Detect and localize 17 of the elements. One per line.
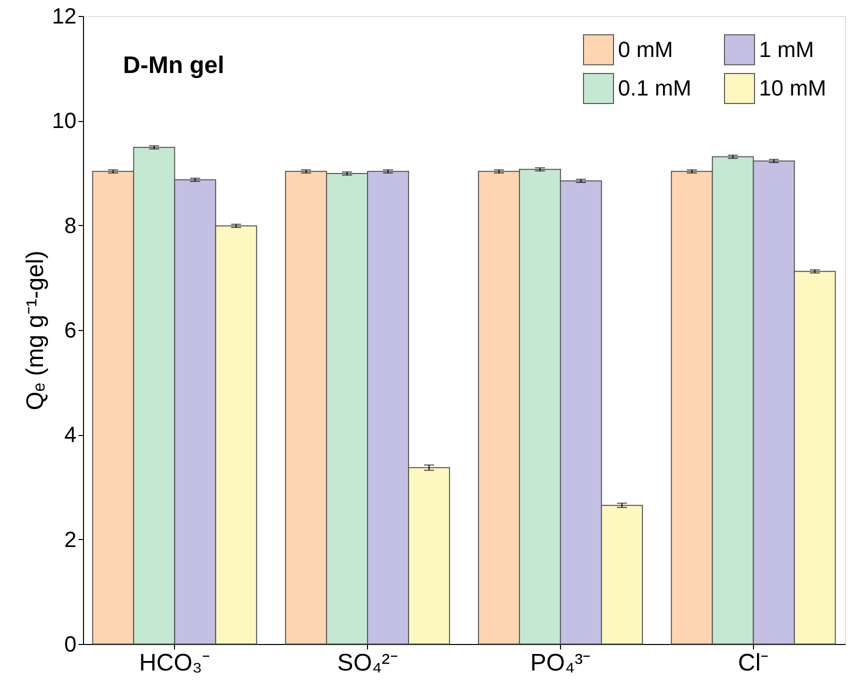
x-tick-label: PO₄³⁻ xyxy=(530,650,591,676)
legend-label: 10 mM xyxy=(759,76,826,100)
legend-label: 0.1 mM xyxy=(618,76,692,100)
y-tick-label: 8 xyxy=(64,212,76,238)
x-tick-label: HCO₃⁻ xyxy=(139,650,210,676)
y-tick-label: 6 xyxy=(64,318,76,342)
y-tick-label: 10 xyxy=(52,108,76,134)
legend-label: 1 mM xyxy=(759,36,814,62)
y-axis-title: Qₑ (mg g⁻¹-gel) xyxy=(22,250,50,410)
y-tick-label: 12 xyxy=(52,4,76,28)
legend-label: 0 mM xyxy=(618,36,673,62)
x-tick-label: Cl⁻ xyxy=(738,650,769,676)
y-tick-label: 4 xyxy=(64,422,76,448)
y-tick-label: 0 xyxy=(64,632,76,656)
y-tick-label: 2 xyxy=(64,526,76,552)
annotation: D-Mn gel xyxy=(123,52,224,79)
x-tick-label: SO₄²⁻ xyxy=(337,650,398,676)
